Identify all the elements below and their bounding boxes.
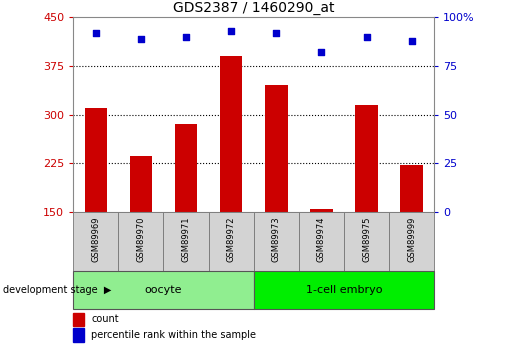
Text: 1-cell embryo: 1-cell embryo	[306, 285, 382, 295]
Bar	[389, 212, 434, 271]
Text: count: count	[91, 315, 119, 324]
Point	[182, 34, 190, 39]
Point	[363, 34, 371, 39]
Point	[408, 38, 416, 43]
Text: GSM89974: GSM89974	[317, 217, 326, 262]
Point	[227, 28, 235, 34]
Bar	[209, 212, 254, 271]
Bar	[84, 108, 107, 212]
Bar	[220, 56, 242, 212]
Text: oocyte: oocyte	[145, 285, 182, 295]
Text: GSM89999: GSM89999	[407, 217, 416, 262]
Text: GSM89970: GSM89970	[136, 217, 145, 262]
Text: GSM89973: GSM89973	[272, 217, 281, 263]
Bar	[164, 212, 209, 271]
Point	[272, 30, 280, 36]
Text: percentile rank within the sample: percentile rank within the sample	[91, 330, 256, 340]
Bar	[73, 328, 84, 342]
Bar	[73, 313, 84, 326]
Bar	[130, 156, 152, 212]
Bar	[175, 125, 197, 212]
Point	[92, 30, 100, 36]
Bar	[356, 105, 378, 212]
Bar	[310, 209, 333, 212]
Bar	[299, 212, 344, 271]
Bar	[73, 271, 254, 309]
Text: GSM89971: GSM89971	[182, 217, 190, 262]
Text: GSM89975: GSM89975	[362, 217, 371, 262]
Bar	[400, 165, 423, 212]
Point	[137, 36, 145, 41]
Bar	[265, 86, 288, 212]
Bar	[118, 212, 164, 271]
Text: GSM89969: GSM89969	[91, 217, 100, 262]
Bar	[254, 212, 299, 271]
Title: GDS2387 / 1460290_at: GDS2387 / 1460290_at	[173, 1, 334, 15]
Point	[318, 50, 326, 55]
Text: GSM89972: GSM89972	[227, 217, 236, 262]
Bar	[73, 212, 118, 271]
Text: development stage  ▶: development stage ▶	[3, 285, 111, 295]
Bar	[254, 271, 434, 309]
Bar	[344, 212, 389, 271]
